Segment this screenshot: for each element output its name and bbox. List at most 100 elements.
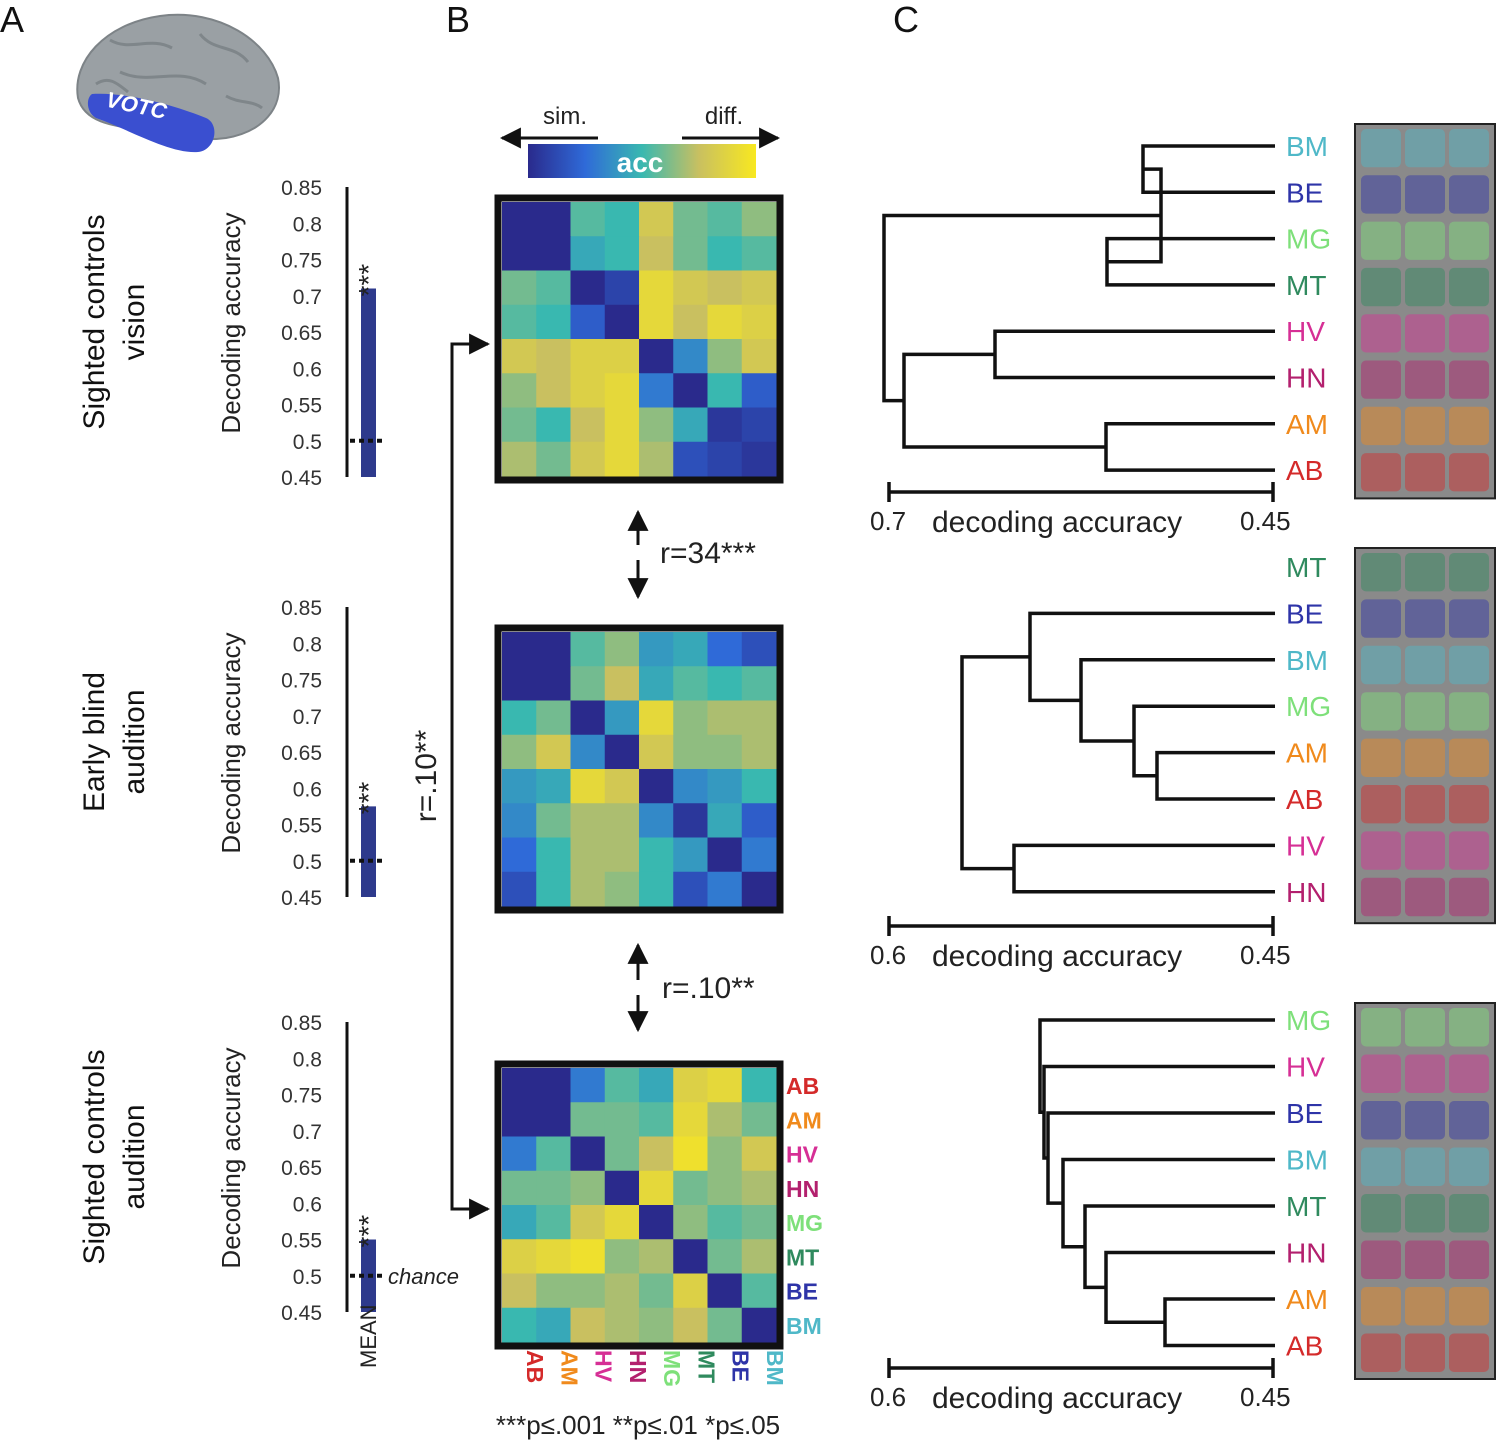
stimulus-thumbnail (1361, 877, 1401, 917)
dendrogram-link (1155, 750, 1275, 801)
heatmap-cell (570, 803, 606, 838)
stimulus-thumbnail (1361, 221, 1401, 260)
heatmap-cell (604, 304, 640, 340)
y-tick-label: 0.5 (293, 1266, 322, 1289)
y-axis-label: Decoding accuracy (216, 632, 246, 853)
heatmap-cell (570, 666, 606, 701)
stimulus-thumbnail (1449, 553, 1489, 592)
chance-label: chance (388, 1264, 459, 1289)
row-label: BM (786, 1313, 822, 1339)
heatmap-cell (570, 1239, 606, 1274)
heatmap-cell (639, 1136, 674, 1172)
heatmap-cell (570, 202, 606, 237)
heatmap-cell (502, 803, 537, 838)
heatmap-cell (604, 407, 640, 443)
heatmap-cell (570, 1307, 606, 1343)
stimulus-thumbnail (1449, 1008, 1489, 1047)
significance-footnote: ***p≤.001 **p≤.01 *p≤.05 (496, 1410, 780, 1440)
leaf-label: BE (1286, 598, 1323, 629)
heatmap-cell (673, 871, 708, 907)
colorbar-right-label: diff. (705, 103, 743, 130)
heatmap-cell (673, 1273, 708, 1309)
heatmap-cell (741, 1102, 777, 1137)
panel-b: sim. diff. acc r=34*** r=.10** r=.10** *… (410, 103, 823, 1440)
heatmap-cell (741, 700, 777, 736)
scale-left-label: 0.6 (870, 1382, 906, 1412)
heatmap-cell (673, 734, 708, 770)
heatmap-cell (673, 202, 708, 237)
stimulus-thumbnail (1449, 314, 1489, 353)
stimulus-thumbnail (1405, 738, 1445, 777)
heatmap-cell (639, 871, 674, 907)
stimulus-thumbnail (1449, 877, 1489, 917)
heatmap-cell (570, 1170, 606, 1206)
stimulus-thumbnail (1405, 645, 1445, 685)
heatmap-cell (707, 837, 743, 873)
heatmap-cell (604, 769, 640, 804)
heatmap-cell (639, 837, 674, 873)
heatmap-cell (502, 1102, 537, 1137)
heatmap-cell (673, 1307, 708, 1343)
row-label: BE (786, 1279, 818, 1305)
heatmap-cell (741, 236, 777, 271)
column-label: BM (762, 1350, 788, 1386)
heatmap-cell (502, 666, 537, 701)
stimulus-thumbnail (1449, 360, 1489, 399)
leaf-label: MT (1286, 270, 1326, 301)
scale-right-label: 0.45 (1240, 506, 1291, 536)
thumbnail-background (1354, 123, 1496, 500)
colorbar (528, 144, 756, 178)
scale-left-label: 0.7 (870, 506, 906, 536)
stimulus-thumbnail (1449, 738, 1489, 777)
stimulus-thumbnail (1361, 1147, 1401, 1186)
heatmap-cell (673, 666, 708, 701)
heatmap-cell (570, 734, 606, 770)
stimulus-thumbnail (1449, 1194, 1489, 1233)
dendrogram-link (1104, 422, 1275, 472)
heatmap-cell (707, 441, 743, 477)
heatmap-cell (639, 304, 674, 340)
heatmap-cell (673, 270, 708, 306)
heatmap-cell (570, 270, 606, 306)
y-tick-label: 0.45 (281, 467, 322, 490)
side-connector (450, 342, 486, 1211)
heatmap-cell (707, 1205, 743, 1240)
heatmap-cell (639, 700, 674, 736)
heatmap-cell (604, 803, 640, 838)
heatmap-cell (673, 803, 708, 838)
heatmap-cell (707, 871, 743, 907)
heatmap-cell (741, 769, 777, 804)
stimulus-thumbnail (1449, 785, 1489, 824)
heatmap-cell (604, 270, 640, 306)
stimulus-thumbnail (1361, 553, 1401, 592)
stimulus-thumbnail (1361, 831, 1401, 870)
leaf-label: MT (1286, 552, 1326, 583)
heatmap-cell (502, 304, 537, 340)
y-tick-label: 0.7 (293, 706, 322, 729)
significance-marker: *** (353, 782, 384, 815)
dendrogram-link (1028, 611, 1275, 703)
heatmap-cell (502, 871, 537, 907)
y-tick-label: 0.75 (281, 1085, 322, 1108)
heatmap-cell (502, 1205, 537, 1240)
heatmap-cell (673, 236, 708, 271)
panel-a: Sighted controls vision Decoding accuracy0… (78, 177, 459, 1368)
heatmap-cell (639, 441, 674, 477)
heatmap-cell (707, 632, 743, 667)
heatmap-cell (639, 236, 674, 271)
heatmap-cell (673, 700, 708, 736)
heatmap-cell (536, 373, 571, 408)
heatmap-cell (673, 632, 708, 667)
heatmap-cell (707, 1102, 743, 1137)
heatmap-cell (570, 441, 606, 477)
stimulus-thumbnail (1449, 645, 1489, 685)
brain-illustration: VOTC (76, 13, 280, 153)
heatmap-cell (673, 339, 708, 374)
leaf-label: HV (1286, 316, 1325, 347)
stimulus-thumbnail (1361, 785, 1401, 824)
heatmap-cell (707, 339, 743, 374)
dendrogram-link (1163, 1297, 1275, 1348)
scale-axis-label: decoding accuracy (932, 506, 1182, 539)
heatmap-cell (502, 837, 537, 873)
heatmap-cell (536, 1273, 571, 1309)
